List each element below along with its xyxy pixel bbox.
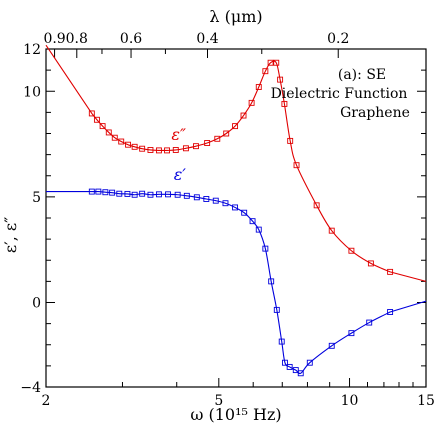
annotation-panel-label: (a): SE bbox=[338, 67, 386, 83]
data-point-series-1 bbox=[387, 309, 394, 315]
data-point-series-1 bbox=[292, 367, 299, 374]
annotation-dielectric-function: Dielectric Function bbox=[271, 86, 408, 102]
data-point-series-1 bbox=[165, 191, 171, 198]
data-point-series-0 bbox=[204, 140, 211, 146]
data-point-series-0 bbox=[155, 147, 162, 154]
data-point-series-1 bbox=[262, 245, 269, 252]
annotation-material: Graphene bbox=[340, 105, 410, 121]
data-point-series-0 bbox=[139, 145, 146, 152]
series-label-1: ε′ bbox=[174, 165, 187, 184]
data-point-series-0 bbox=[111, 134, 118, 141]
data-point-series-0 bbox=[287, 137, 294, 144]
data-point-series-1 bbox=[139, 190, 146, 197]
top-tick-label-1: 0.8 bbox=[66, 31, 88, 47]
y-tick-label-1: 0 bbox=[32, 296, 41, 312]
data-point-series-0 bbox=[255, 84, 262, 90]
data-point-series-0 bbox=[223, 130, 230, 137]
top-axis-title: λ (μm) bbox=[209, 7, 262, 26]
data-point-series-1 bbox=[328, 342, 335, 349]
data-point-series-0 bbox=[262, 68, 269, 75]
data-point-series-1 bbox=[268, 278, 275, 285]
data-point-series-1 bbox=[95, 188, 102, 195]
data-point-series-1 bbox=[116, 190, 123, 197]
data-point-series-1 bbox=[297, 370, 304, 377]
data-point-series-1 bbox=[273, 306, 280, 313]
data-point-series-0 bbox=[313, 202, 320, 209]
data-point-series-0 bbox=[125, 141, 131, 148]
data-point-series-0 bbox=[267, 59, 274, 66]
data-point-series-0 bbox=[131, 143, 138, 150]
markers-layer bbox=[88, 59, 394, 377]
data-point-series-1 bbox=[124, 190, 131, 197]
data-point-series-0 bbox=[281, 100, 288, 107]
data-point-series-0 bbox=[88, 110, 95, 117]
data-point-series-1 bbox=[183, 192, 190, 199]
data-point-series-1 bbox=[241, 209, 248, 216]
data-point-series-1 bbox=[255, 226, 262, 233]
x-tick-label-2: 2 bbox=[42, 393, 51, 409]
fit-curve-series-1 bbox=[46, 190, 427, 375]
data-point-series-0 bbox=[277, 76, 284, 83]
data-point-series-0 bbox=[348, 247, 355, 254]
y-tick-label-3: 10 bbox=[23, 84, 41, 100]
x-axis-title: ω (10¹⁵ Hz) bbox=[190, 405, 281, 424]
x-tick-label-5: 5 bbox=[214, 393, 223, 409]
data-point-series-1 bbox=[249, 218, 256, 225]
data-point-series-1 bbox=[278, 338, 285, 345]
data-point-series-1 bbox=[232, 204, 239, 211]
data-point-series-1 bbox=[286, 363, 293, 370]
data-point-series-1 bbox=[212, 197, 219, 204]
data-point-series-1 bbox=[281, 359, 288, 366]
data-point-series-0 bbox=[182, 145, 189, 152]
data-point-series-1 bbox=[348, 330, 355, 337]
data-point-series-0 bbox=[105, 129, 112, 136]
y-tick-label-2: 5 bbox=[32, 190, 41, 206]
data-point-series-0 bbox=[93, 116, 100, 123]
data-point-series-0 bbox=[193, 143, 199, 150]
x-tick-label-15: 15 bbox=[417, 393, 435, 409]
data-point-series-0 bbox=[367, 260, 374, 267]
top-tick-label-0: 0.9 bbox=[43, 31, 65, 47]
data-point-series-1 bbox=[174, 191, 181, 198]
data-point-series-0 bbox=[248, 99, 255, 106]
data-point-series-0 bbox=[172, 147, 179, 153]
data-point-series-0 bbox=[214, 135, 221, 142]
data-point-series-0 bbox=[147, 147, 154, 153]
data-point-series-1 bbox=[366, 319, 373, 326]
data-point-series-0 bbox=[164, 147, 171, 154]
data-point-series-0 bbox=[99, 123, 106, 130]
top-tick-label-4: 0.2 bbox=[327, 31, 349, 47]
data-point-series-1 bbox=[203, 196, 210, 202]
y-axis-title: ε′, ε″ bbox=[1, 217, 20, 253]
data-point-series-0 bbox=[293, 162, 300, 169]
x-tick-label-10: 10 bbox=[341, 393, 359, 409]
ticks-layer bbox=[45, 48, 427, 388]
y-tick-label-0: −4 bbox=[20, 380, 41, 396]
labels-layer: 2 5 10 15 −4 0 5 10 120.9 0.8 0.6 0.4 0.2 ε″ ε′ bbox=[20, 31, 435, 409]
data-point-series-1 bbox=[155, 191, 162, 198]
series-label-0: ε″ bbox=[171, 125, 186, 144]
data-point-series-1 bbox=[193, 194, 200, 201]
data-point-series-0 bbox=[118, 138, 125, 145]
y-tick-label-top: 12 bbox=[23, 42, 41, 58]
data-point-series-1 bbox=[222, 200, 229, 207]
data-point-series-0 bbox=[240, 112, 247, 119]
data-point-series-0 bbox=[273, 59, 280, 66]
data-point-series-1 bbox=[109, 189, 116, 196]
data-point-series-0 bbox=[328, 227, 335, 234]
top-tick-label-2: 0.6 bbox=[120, 31, 142, 47]
data-point-series-1 bbox=[102, 189, 109, 196]
top-tick-label-3: 0.4 bbox=[196, 31, 218, 47]
data-point-series-0 bbox=[387, 268, 394, 275]
data-point-series-1 bbox=[88, 188, 95, 195]
data-point-series-1 bbox=[306, 359, 313, 366]
data-point-series-1 bbox=[147, 191, 154, 198]
data-point-series-1 bbox=[131, 191, 138, 198]
data-point-series-0 bbox=[232, 123, 239, 130]
